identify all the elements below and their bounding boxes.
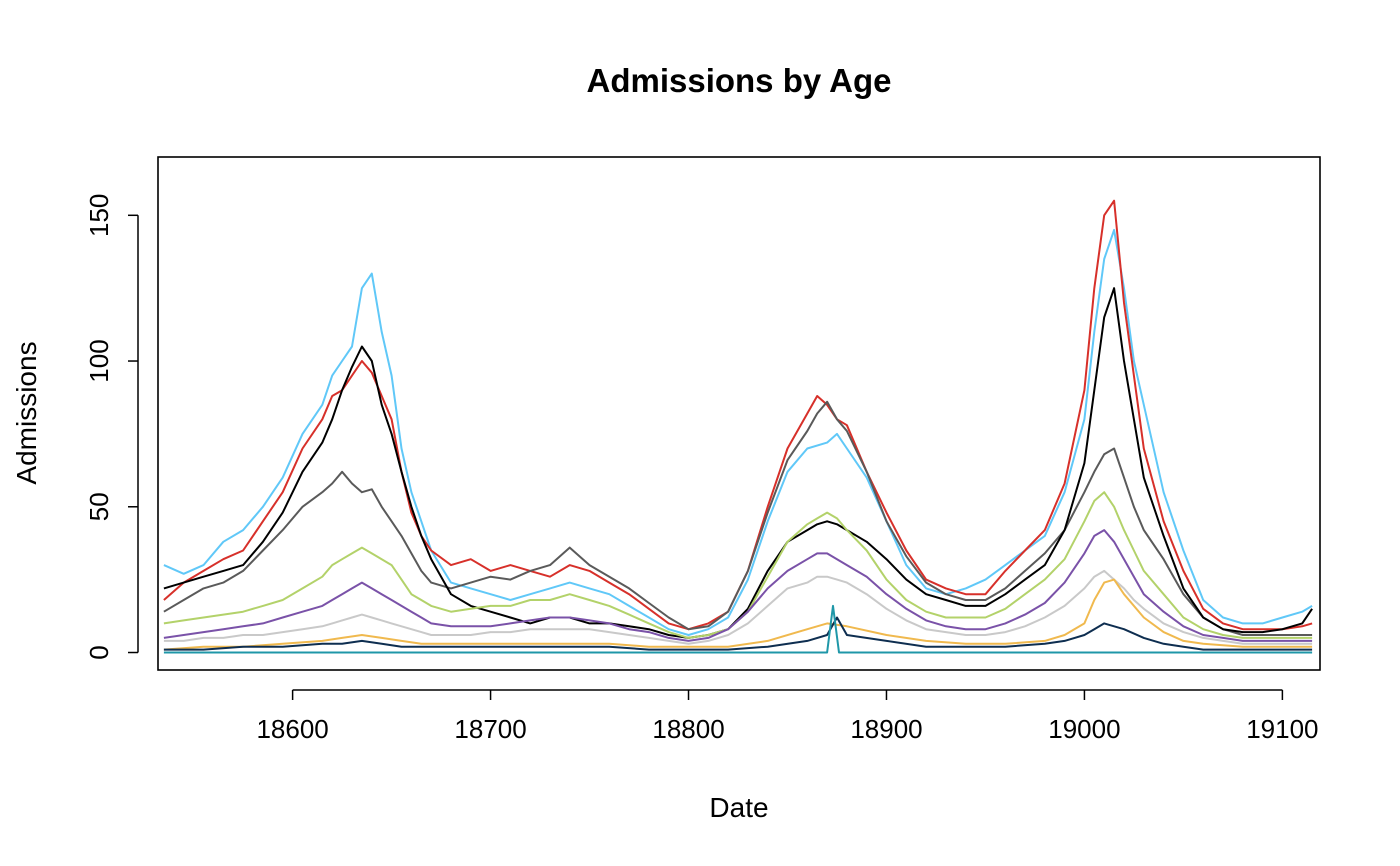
x-tick-label: 19000 [1048,714,1120,744]
plot-frame [157,156,1321,671]
y-tick-label: 50 [84,492,114,521]
series-line-5 [163,491,1313,639]
series-line-8 [163,578,1313,651]
x-tick-label: 19100 [1246,714,1318,744]
series-line-10 [163,604,1313,654]
y-tick-label: 0 [84,645,114,659]
x-axis: 18600 18700 18800 18900 19000 19100 [256,689,1319,744]
chart-title: Admissions by Age [586,62,891,99]
x-tick-label: 18700 [454,714,526,744]
series-line-6 [163,529,1313,642]
series-line-1 [163,228,1313,636]
y-tick-label: 100 [84,339,114,382]
y-tick-label: 150 [84,194,114,237]
series-line-9 [163,616,1313,651]
series-layer [163,199,1313,654]
series-line-7 [163,569,1313,645]
x-tick-label: 18600 [256,714,328,744]
series-line-3 [163,400,1313,636]
x-tick-label: 18800 [652,714,724,744]
x-tick-label: 18900 [850,714,922,744]
y-axis-label: Admissions [11,341,42,484]
series-line-4 [163,287,1313,639]
x-axis-label: Date [709,792,768,823]
y-axis: 0 50 100 150 [84,194,139,660]
